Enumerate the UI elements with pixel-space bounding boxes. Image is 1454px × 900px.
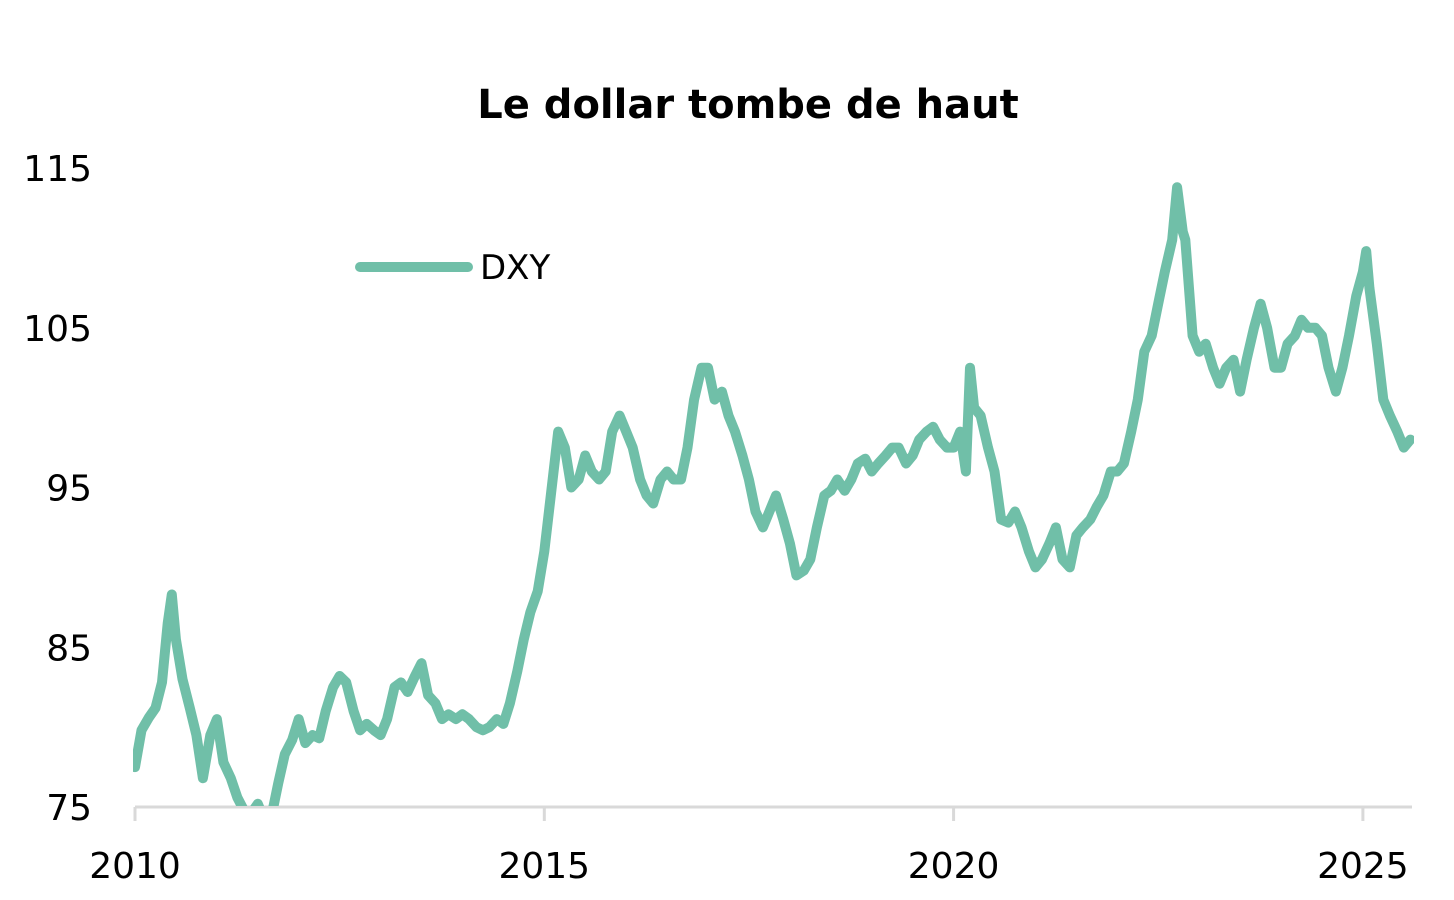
x-tick-label: 2025 (1317, 846, 1409, 887)
chart-title: Le dollar tombe de haut (477, 82, 1018, 128)
y-tick-label: 85 (46, 628, 92, 669)
x-tick-label: 2020 (908, 846, 1000, 887)
series-line-dxy (133, 182, 1414, 806)
y-tick-label: 75 (46, 788, 92, 829)
y-tick-label: 115 (23, 149, 92, 190)
x-tick-label: 2010 (89, 846, 181, 887)
series-layer (133, 182, 1414, 806)
y-tick-label: 95 (46, 469, 92, 510)
x-axis-labels: 2010 2015 2020 2025 (89, 846, 1409, 887)
x-tick-label: 2015 (498, 846, 590, 887)
legend-label-dxy: DXY (480, 248, 550, 288)
y-axis-labels: 75 85 95 105 115 (23, 149, 92, 829)
x-axis-ticks (133, 807, 1365, 821)
y-tick-label: 105 (23, 309, 92, 350)
legend: DXY (355, 248, 550, 288)
